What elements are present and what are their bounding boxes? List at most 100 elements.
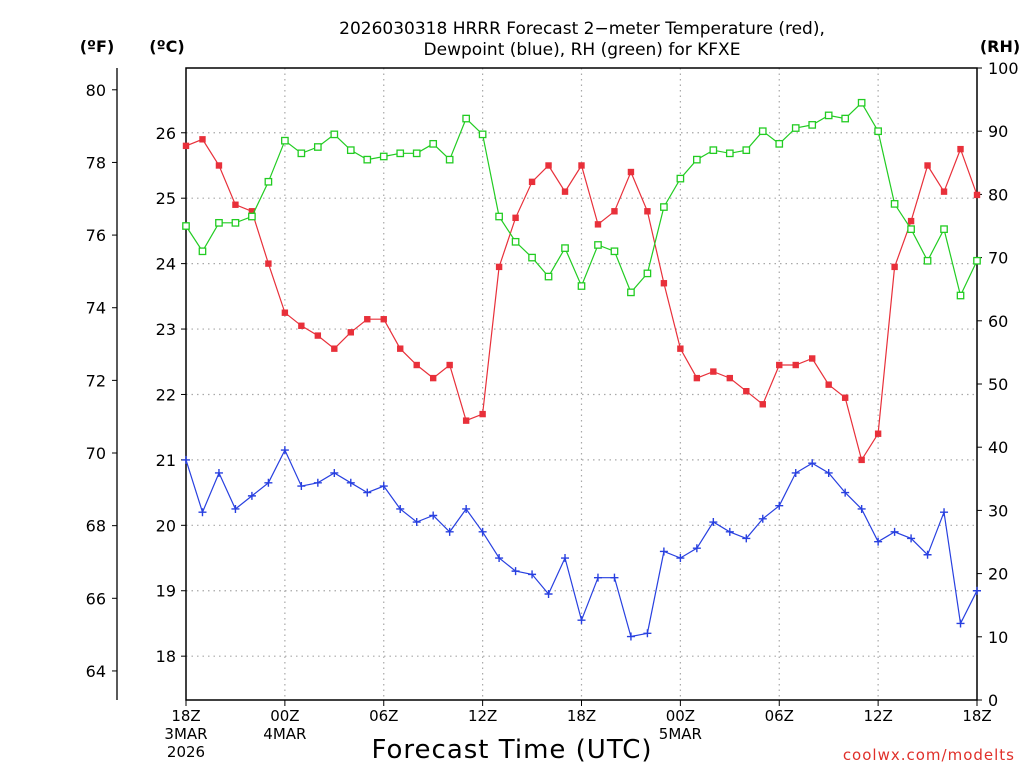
rh-point (544, 272, 553, 281)
temperature-point (265, 260, 272, 267)
celsius-tick-label: 19 (156, 582, 176, 601)
celsius-tick-label: 25 (156, 189, 176, 208)
rh-point (198, 247, 207, 256)
temperature-point (792, 361, 799, 369)
temperature-point (578, 162, 585, 169)
rh-point (346, 146, 355, 155)
rh-point (248, 212, 256, 221)
rh-point (462, 114, 470, 123)
temperature-point (364, 316, 371, 323)
temperature-point (232, 201, 239, 208)
dewpoint-point (313, 478, 322, 487)
dewpoint-point (808, 459, 817, 468)
rh-tick-label: 80 (988, 185, 1008, 204)
dewpoint-point (956, 619, 965, 628)
data-series (182, 98, 981, 641)
rh-tick-label: 100 (988, 59, 1019, 78)
dewpoint-point (478, 527, 487, 536)
dewpoint-point (709, 518, 718, 527)
rh-point (841, 114, 850, 123)
x-tick-label: 2026 (167, 743, 205, 761)
dewpoint-point (659, 547, 668, 556)
rh-point (495, 212, 503, 221)
temperature-point (413, 361, 420, 369)
temperature-point (858, 456, 865, 464)
temperature-point (397, 345, 404, 352)
chart-title-line-1: 2026030318 HRRR Forecast 2−meter Tempera… (339, 19, 825, 39)
fahrenheit-tick-label: 64 (86, 662, 106, 681)
temperature-point (561, 188, 569, 195)
rh-point (742, 146, 751, 155)
dewpoint-point (561, 554, 570, 563)
temperature-point (528, 178, 536, 186)
rh-point (363, 155, 372, 164)
rh-tick-label: 0 (988, 691, 998, 710)
dewpoint-point (841, 488, 850, 497)
dewpoint-point (231, 504, 240, 513)
temperature-point (429, 374, 437, 382)
rh-tick-label: 70 (988, 249, 1008, 268)
rh-point (511, 237, 520, 246)
fahrenheit-tick-label: 74 (86, 299, 106, 318)
dewpoint-point (544, 590, 553, 599)
temperature-point (446, 361, 453, 369)
rh-point (445, 155, 454, 164)
rh-point (396, 149, 405, 158)
temperature-point (907, 217, 915, 225)
rh-point (808, 121, 817, 129)
dewpoint-point (396, 504, 405, 513)
temperature-point (726, 374, 734, 382)
chart-title-line-2: Dewpoint (blue), RH (green) for KFXE (424, 40, 741, 60)
dewpoint-point (824, 468, 833, 477)
rh-point (709, 146, 718, 155)
dewpoint-point (907, 534, 916, 543)
rh-point (231, 218, 240, 227)
rh-point (940, 225, 948, 234)
x-tick-label: 3MAR (164, 725, 207, 743)
celsius-tick-label: 24 (156, 255, 176, 274)
temperature-point (809, 355, 816, 362)
x-tick-label: 06Z (369, 707, 398, 725)
temperature-point (545, 162, 552, 169)
rh-point (478, 130, 487, 139)
rh-point (693, 155, 701, 164)
dewpoint-point (214, 468, 223, 477)
dewpoint-point (890, 527, 899, 536)
temperature-point (215, 162, 223, 169)
temperature-point (594, 221, 602, 228)
rh-tick-label: 30 (988, 501, 1008, 520)
dewpoint-point (330, 468, 339, 477)
temperature-point (281, 309, 289, 316)
dewpoint-point (379, 482, 388, 491)
temperature-point (759, 401, 766, 408)
dewpoint-point (643, 629, 652, 638)
rh-tick-label: 40 (988, 438, 1008, 457)
dewpoint-point (874, 537, 883, 546)
x-tick-label: 00Z (270, 707, 299, 725)
x-tick-label: 5MAR (659, 725, 702, 743)
x-axis-label: Forecast Time (UTC) (371, 735, 652, 765)
rh-point (660, 203, 668, 211)
temperature-point (874, 430, 882, 437)
fahrenheit-tick-label: 68 (86, 517, 106, 536)
temperature-point (693, 374, 701, 382)
x-tick-label: 18Z (962, 707, 991, 725)
temperature-point (380, 316, 387, 323)
temperature-point (677, 345, 684, 352)
rh-point (528, 253, 536, 262)
dewpoint-point (297, 482, 306, 491)
rh-point (758, 127, 767, 136)
celsius-tick-label: 20 (156, 516, 176, 535)
dewpoint-point (412, 518, 421, 527)
rh-point (313, 143, 322, 151)
dewpoint-point (182, 455, 190, 464)
dewpoint-point (462, 504, 471, 513)
temperature-point (957, 145, 964, 153)
temperature-point (660, 280, 668, 287)
fahrenheit-tick-label: 72 (86, 371, 106, 390)
rh-point (577, 282, 586, 290)
celsius-tick-label: 21 (156, 451, 176, 470)
temperature-point (199, 136, 206, 143)
celsius-tick-label: 18 (156, 647, 176, 666)
